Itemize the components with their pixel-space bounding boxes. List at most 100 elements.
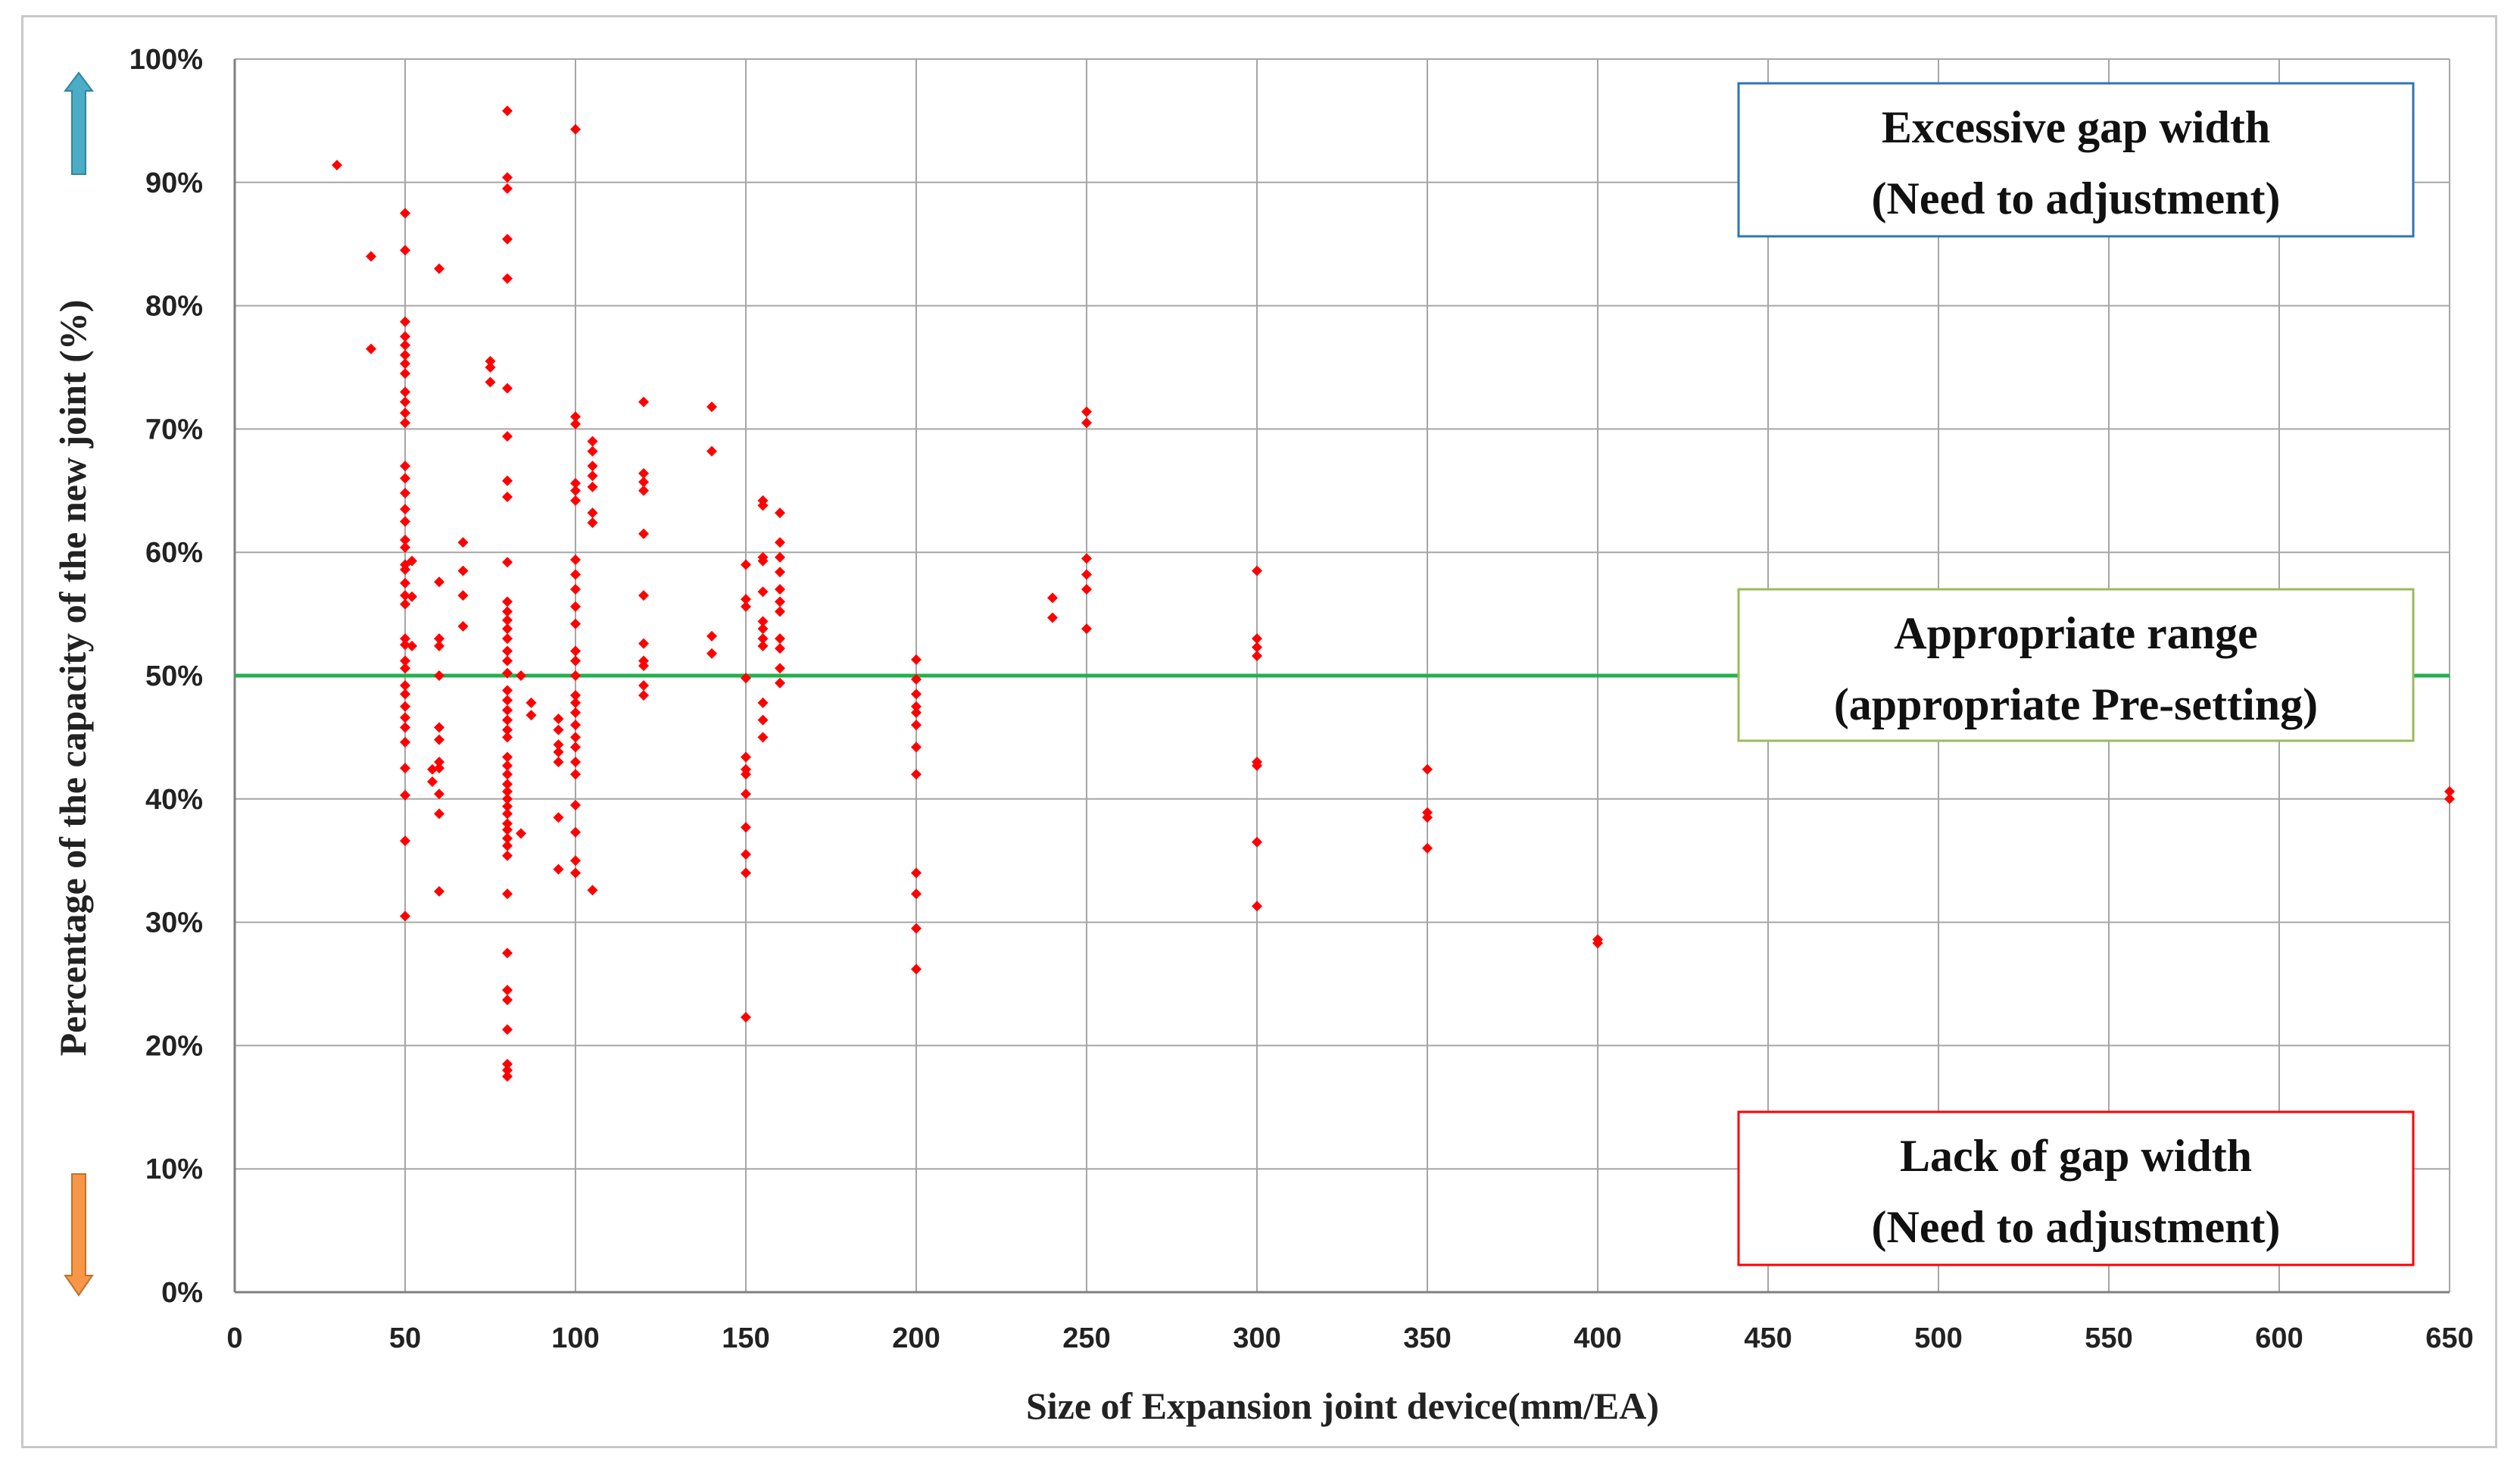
data-point [400, 349, 410, 361]
data-point [502, 606, 513, 617]
data-point [587, 436, 598, 447]
data-point [502, 614, 513, 626]
data-point [775, 537, 785, 548]
annotation-box: Lack of gap width (Need to adjustment) [1737, 1110, 2415, 1266]
data-point [587, 445, 598, 457]
annotation-border [1737, 1110, 2415, 1266]
data-point [2444, 786, 2455, 798]
data-point [775, 643, 785, 654]
data-point [400, 736, 410, 748]
x-tick-label: 500 [1914, 1322, 1962, 1354]
data-point [1047, 612, 1058, 623]
data-point [400, 722, 410, 733]
data-point [741, 769, 751, 780]
data-point [502, 172, 513, 183]
x-tick-label: 300 [1233, 1322, 1280, 1354]
data-point [741, 867, 751, 879]
data-point [587, 517, 598, 529]
data-point [502, 995, 513, 1006]
data-point [1252, 633, 1262, 645]
data-point [502, 655, 513, 667]
data-point [570, 742, 581, 753]
data-point [400, 663, 410, 674]
x-tick-label: 150 [722, 1322, 769, 1354]
data-point [1252, 836, 1262, 848]
x-axis-title: Size of Expansion joint device(mm/EA) [1026, 1385, 1659, 1427]
data-point [775, 567, 785, 578]
direction-arrows [64, 71, 94, 1297]
data-point [1081, 584, 1092, 595]
data-point [570, 495, 581, 506]
x-tick-label: 400 [1573, 1322, 1621, 1354]
data-point [400, 763, 410, 774]
data-point [757, 555, 769, 567]
y-tick-label: 90% [145, 167, 203, 199]
data-point [1252, 760, 1262, 771]
data-point [457, 590, 469, 601]
data-point [502, 786, 513, 798]
data-point [434, 640, 444, 651]
x-tick-label: 0 [226, 1322, 242, 1354]
data-point [502, 714, 513, 726]
data-point [570, 554, 581, 565]
annotation-box: Appropriate range (appropriate Pre-settin… [1737, 588, 2415, 742]
data-point [502, 801, 513, 812]
data-point [775, 633, 785, 645]
data-point [706, 401, 717, 413]
data-point [638, 396, 649, 408]
data-point [502, 273, 513, 284]
data-point [502, 751, 513, 763]
annotation-text: (appropriate Pre-setting) [1834, 679, 2318, 729]
data-point [332, 160, 342, 171]
data-point [1081, 623, 1092, 635]
data-point [502, 1064, 513, 1076]
data-point [2444, 793, 2455, 804]
data-point [400, 339, 410, 351]
x-tick-label: 450 [1744, 1322, 1792, 1354]
down-arrow-icon [64, 1173, 94, 1297]
data-point [706, 630, 717, 642]
data-point [757, 633, 769, 645]
chart-frame [21, 15, 2497, 1448]
data-point [434, 788, 444, 800]
data-point [502, 704, 513, 716]
data-point [434, 263, 444, 274]
data-point [485, 355, 496, 367]
data-point [741, 673, 751, 684]
data-point [775, 663, 785, 674]
data-point [502, 596, 513, 607]
data-point [757, 697, 769, 708]
data-point [516, 828, 526, 839]
data-point [400, 577, 410, 589]
data-point [502, 431, 513, 442]
data-point [1592, 938, 1603, 949]
data-point [502, 491, 513, 502]
data-point [757, 616, 769, 627]
data-point [638, 528, 649, 539]
data-point [434, 576, 444, 588]
data-point [911, 689, 922, 700]
data-point [741, 1011, 751, 1023]
data-point [775, 596, 785, 607]
data-point [502, 832, 513, 844]
data-point [570, 855, 581, 867]
data-point [570, 707, 581, 718]
data-point [570, 697, 581, 708]
x-tick-label: 550 [2085, 1322, 2132, 1354]
y-tick-label: 80% [145, 291, 203, 323]
y-tick-label: 30% [145, 907, 203, 939]
data-point [400, 633, 410, 645]
y-tick-label: 0% [161, 1277, 203, 1309]
data-point [570, 584, 581, 595]
data-point [570, 655, 581, 667]
y-tick-label: 10% [145, 1154, 203, 1185]
data-point [502, 633, 513, 645]
data-point [502, 760, 513, 771]
data-point [741, 822, 751, 833]
data-point [400, 542, 410, 553]
annotation-border [1737, 82, 2415, 238]
data-point [400, 488, 410, 499]
data-point [457, 537, 469, 548]
data-point [570, 799, 581, 810]
data-point [400, 358, 410, 370]
